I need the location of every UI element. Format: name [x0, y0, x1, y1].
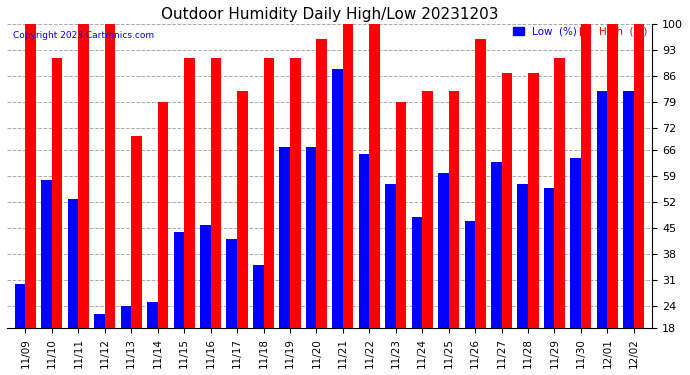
Bar: [369, 24, 380, 328]
Bar: [279, 147, 290, 328]
Bar: [158, 102, 168, 328]
Bar: [544, 188, 555, 328]
Bar: [464, 221, 475, 328]
Bar: [581, 24, 591, 328]
Bar: [105, 24, 115, 328]
Bar: [385, 184, 396, 328]
Bar: [226, 239, 237, 328]
Bar: [26, 24, 36, 328]
Bar: [68, 199, 79, 328]
Bar: [237, 91, 248, 328]
Bar: [210, 58, 221, 328]
Bar: [174, 232, 184, 328]
Bar: [147, 302, 158, 328]
Bar: [597, 91, 607, 328]
Bar: [448, 91, 460, 328]
Bar: [623, 91, 634, 328]
Bar: [52, 58, 63, 328]
Bar: [200, 225, 210, 328]
Bar: [422, 91, 433, 328]
Bar: [343, 24, 353, 328]
Bar: [438, 173, 449, 328]
Title: Outdoor Humidity Daily High/Low 20231203: Outdoor Humidity Daily High/Low 20231203: [161, 7, 498, 22]
Bar: [253, 266, 264, 328]
Bar: [555, 58, 565, 328]
Bar: [518, 184, 528, 328]
Text: Copyright 2023 Cartronics.com: Copyright 2023 Cartronics.com: [13, 31, 155, 40]
Bar: [79, 24, 89, 328]
Bar: [317, 39, 327, 328]
Bar: [306, 147, 317, 328]
Bar: [15, 284, 26, 328]
Bar: [290, 58, 301, 328]
Bar: [95, 314, 105, 328]
Bar: [528, 73, 539, 328]
Bar: [41, 180, 52, 328]
Bar: [634, 24, 644, 328]
Bar: [412, 217, 422, 328]
Bar: [131, 136, 142, 328]
Bar: [571, 158, 581, 328]
Bar: [396, 102, 406, 328]
Bar: [475, 39, 486, 328]
Bar: [184, 58, 195, 328]
Legend: Low  (%), High  (%): Low (%), High (%): [513, 27, 647, 37]
Bar: [502, 73, 512, 328]
Bar: [333, 69, 343, 328]
Bar: [491, 162, 502, 328]
Bar: [121, 306, 131, 328]
Bar: [359, 154, 369, 328]
Bar: [607, 24, 618, 328]
Bar: [264, 58, 274, 328]
